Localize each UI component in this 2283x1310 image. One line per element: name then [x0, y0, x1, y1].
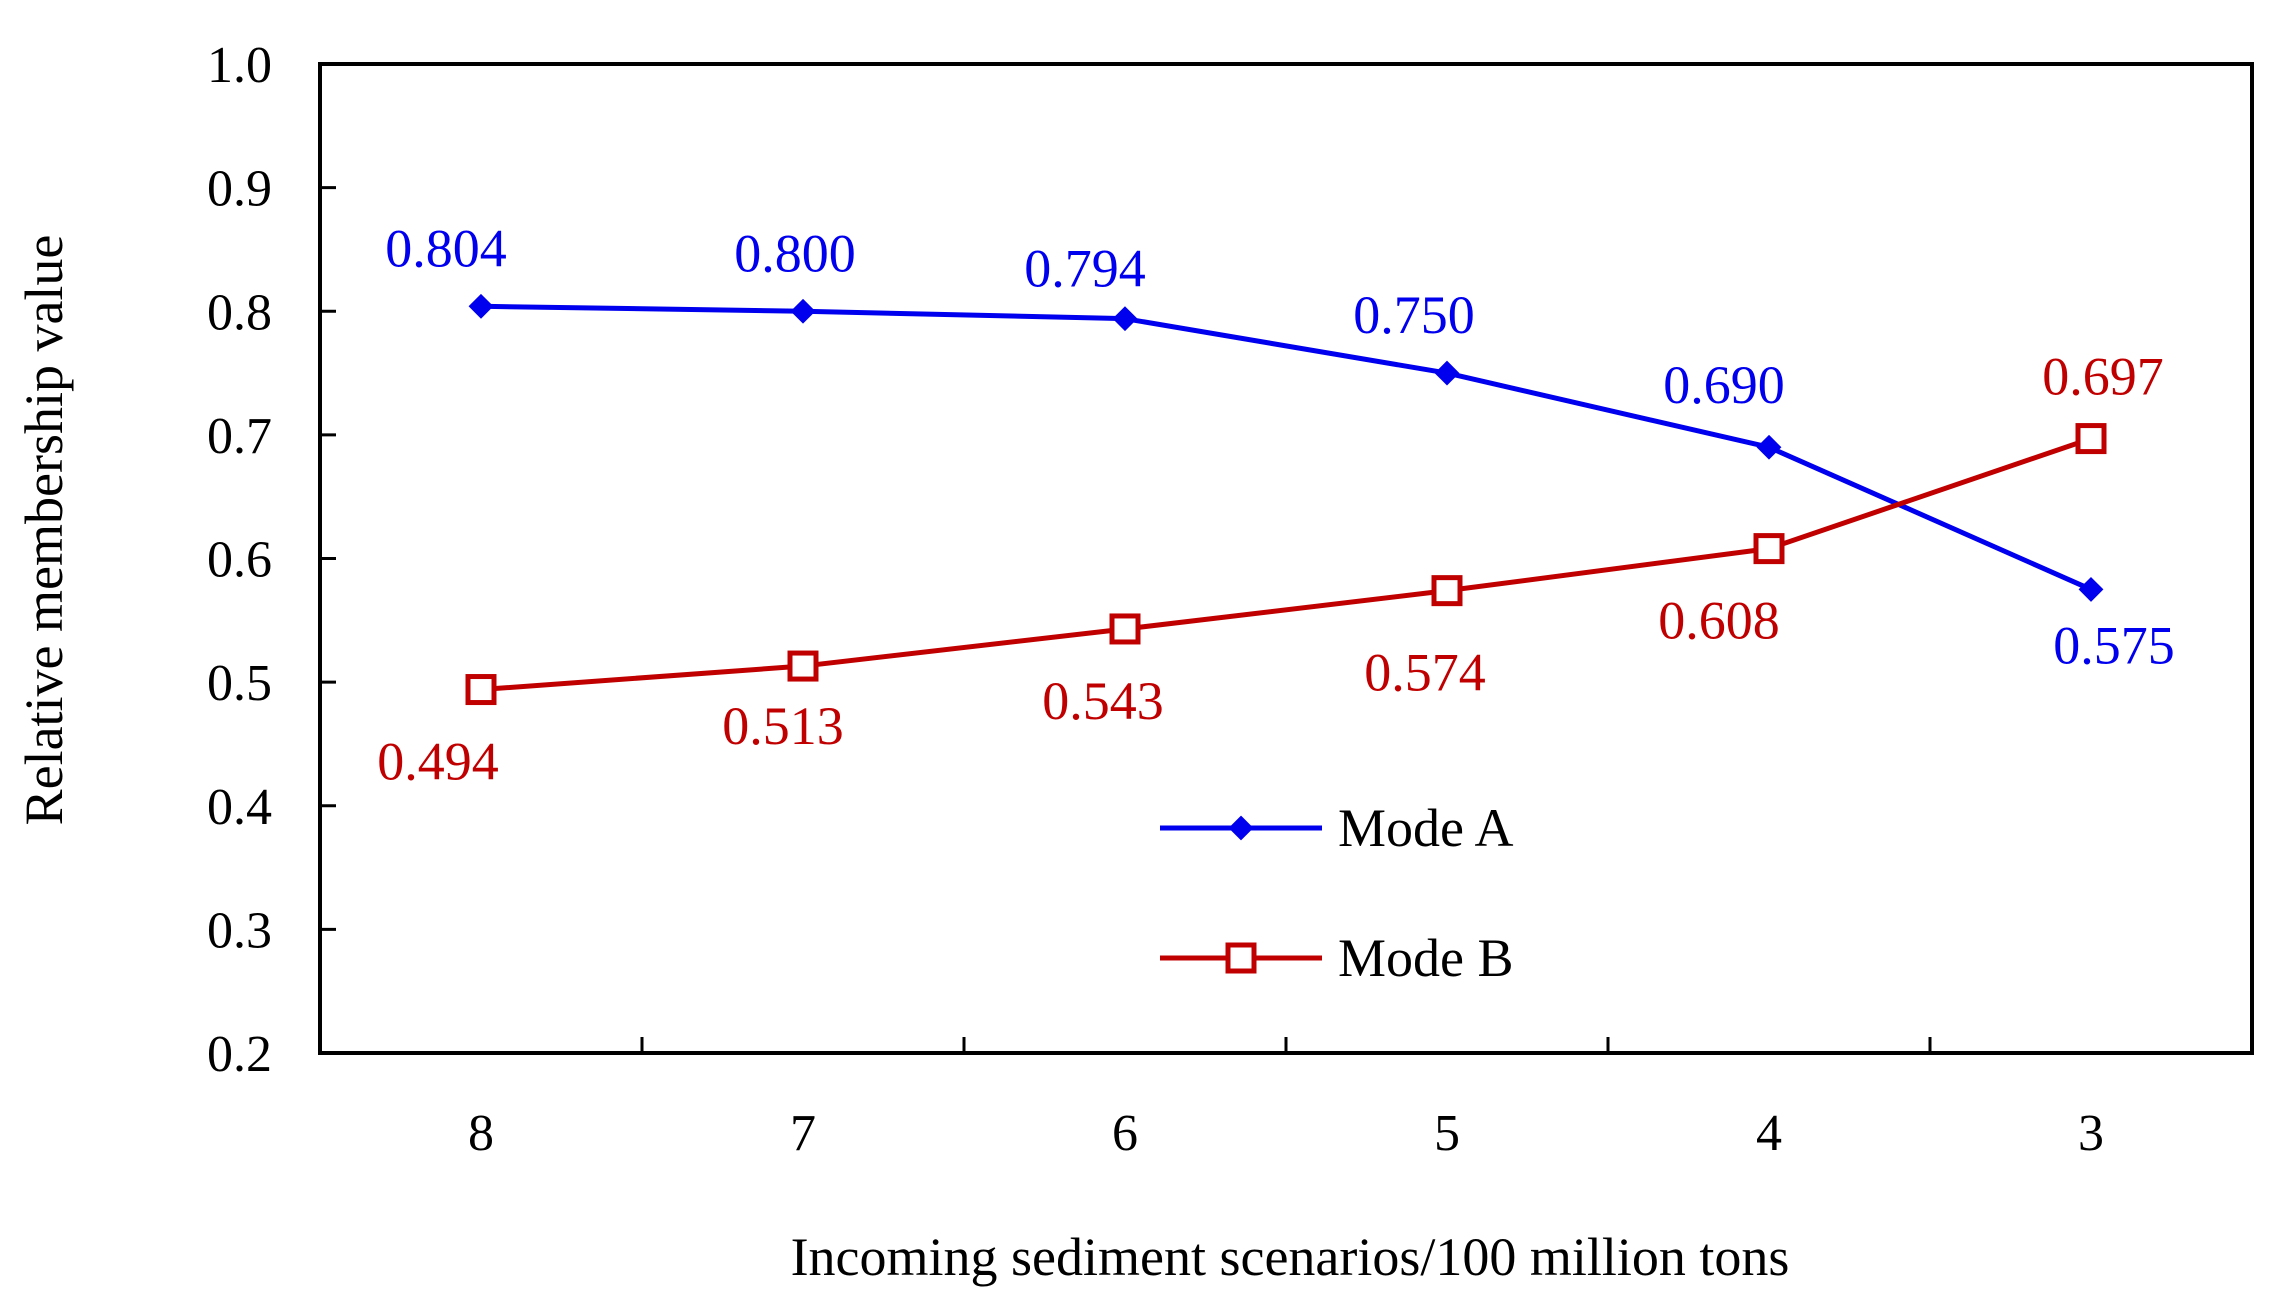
x-tick-label: 7 — [790, 1105, 816, 1162]
data-label-mode-a: 0.575 — [2053, 615, 2175, 675]
y-tick-label: 0.3 — [207, 902, 272, 959]
y-tick-label: 0.5 — [207, 655, 272, 712]
y-tick-label: 1.0 — [207, 37, 272, 94]
data-label-mode-a: 0.750 — [1353, 285, 1475, 345]
data-point-mode-a — [468, 293, 494, 319]
data-labels: 0.804 0.800 0.794 0.750 0.690 0.575 0.494 0.513… — [377, 218, 2175, 791]
y-axis-title: Relative membership value — [14, 235, 74, 826]
series-layer — [465, 293, 2107, 706]
x-tick-label: 8 — [468, 1105, 494, 1162]
plot-area — [318, 62, 2254, 1055]
data-point-mode-b — [465, 674, 497, 706]
x-axis: 8 7 6 5 4 3 — [468, 1037, 2104, 1162]
data-label-mode-b: 0.494 — [377, 732, 499, 792]
data-point-mode-a — [2078, 576, 2104, 602]
data-point-mode-a — [1434, 360, 1460, 386]
x-axis-title: Incoming sediment scenarios/100 million … — [791, 1227, 1790, 1287]
y-tick-label: 0.6 — [207, 532, 272, 589]
legend-label-mode-a: Mode A — [1338, 798, 1514, 858]
data-label-mode-b: 0.513 — [722, 696, 844, 756]
data-point-mode-a — [790, 298, 816, 324]
data-point-mode-a — [1112, 306, 1138, 332]
legend-marker-mode-a — [1228, 815, 1254, 841]
data-point-mode-b — [2075, 423, 2107, 455]
data-label-mode-a: 0.800 — [734, 223, 856, 283]
legend: Mode A Mode B — [1160, 798, 1514, 988]
x-tick-label: 3 — [2078, 1105, 2104, 1162]
data-label-mode-a: 0.804 — [385, 218, 507, 278]
y-tick-label: 0.8 — [207, 284, 272, 341]
data-point-mode-a — [1756, 434, 1782, 460]
data-label-mode-b: 0.608 — [1658, 591, 1780, 651]
series-line-mode-a — [480, 303, 2093, 592]
data-label-mode-b: 0.697 — [2042, 347, 2164, 407]
data-label-mode-b: 0.543 — [1042, 671, 1164, 731]
y-tick-label: 0.9 — [207, 161, 272, 218]
x-tick-label: 6 — [1112, 1105, 1138, 1162]
data-label-mode-a: 0.794 — [1024, 239, 1146, 299]
data-point-mode-b — [1753, 533, 1785, 565]
data-label-mode-a: 0.690 — [1663, 355, 1785, 415]
data-label-mode-b: 0.574 — [1364, 643, 1486, 703]
data-point-mode-b — [1109, 613, 1141, 645]
y-tick-label: 0.7 — [207, 408, 272, 465]
x-tick-label: 4 — [1756, 1105, 1782, 1162]
x-tick-label: 5 — [1434, 1105, 1460, 1162]
y-axis: 0.2 0.3 0.4 0.5 0.6 0.7 0.8 0.9 1.0 — [207, 37, 336, 1083]
legend-marker-mode-b — [1225, 942, 1257, 974]
y-tick-label: 0.2 — [207, 1026, 272, 1083]
legend-label-mode-b: Mode B — [1338, 928, 1514, 988]
data-point-mode-b — [787, 650, 819, 682]
series-line-mode-b — [480, 436, 2092, 693]
data-point-mode-b — [1431, 575, 1463, 607]
y-tick-label: 0.4 — [207, 779, 272, 836]
